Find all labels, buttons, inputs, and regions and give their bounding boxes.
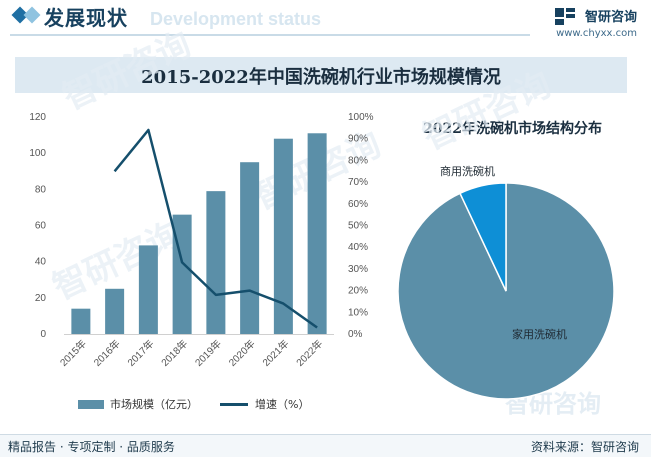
x-tick-label: 2017年 [124,337,156,369]
pie-label-commercial: 商用洗碗机 [440,164,495,178]
bar-2020年 [240,162,259,334]
y-right-tick-label: 50% [348,221,368,232]
y-left-tick-label: 0 [40,329,46,340]
bar-2015年 [71,309,90,334]
y-left-tick-label: 80 [35,184,47,195]
watermark-3: 智研咨询 [417,64,557,158]
x-tick-label: 2021年 [259,337,291,369]
bar-2019年 [206,191,225,334]
y-left-tick-label: 100 [29,148,46,159]
y-left-tick-label: 120 [29,112,46,123]
bar-2017年 [139,245,158,334]
y-right-tick-label: 70% [348,177,368,188]
chart-canvas: 智研咨询智研咨询智研咨询智研咨询智研咨询智研咨询 020406080100120… [0,0,651,434]
y-right-tick-label: 20% [348,286,368,297]
bar-2022年 [308,133,327,334]
footer-slogan: 精品报告 · 专项定制 · 品质服务 [8,438,175,455]
x-tick-label: 2020年 [226,337,258,369]
y-right-tick-label: 80% [348,155,368,166]
y-right-tick-label: 40% [348,242,368,253]
x-tick-label: 2019年 [192,337,224,369]
y-right-tick-label: 10% [348,307,368,318]
y-left-tick-label: 20 [35,293,47,304]
bar-2016年 [105,289,124,334]
footer: 精品报告 · 专项定制 · 品质服务 资料来源：智研咨询 [0,434,651,457]
y-right-tick-label: 60% [348,199,368,210]
pie-chart: 家用洗碗机 商用洗碗机 [398,164,614,399]
watermark-0: 智研咨询 [57,24,197,118]
y-right-tick-label: 100% [348,112,374,123]
x-tick-label: 2018年 [158,337,190,369]
pie-label-home: 家用洗碗机 [512,327,567,341]
x-tick-label: 2016年 [91,337,123,369]
legend-bar-label: 市场规模（亿元） [110,397,198,411]
y-left-tick-label: 60 [35,221,47,232]
x-tick-label: 2015年 [57,337,89,369]
footer-source: 资料来源：智研咨询 [531,438,639,455]
x-tick-label: 2022年 [293,337,325,369]
legend-bar-swatch [78,400,104,409]
y-right-tick-label: 0% [348,329,363,340]
y-left-tick-label: 40 [35,257,47,268]
y-right-tick-label: 30% [348,264,368,275]
legend-line-label: 增速（%） [255,397,309,411]
y-right-tick-label: 90% [348,134,368,145]
